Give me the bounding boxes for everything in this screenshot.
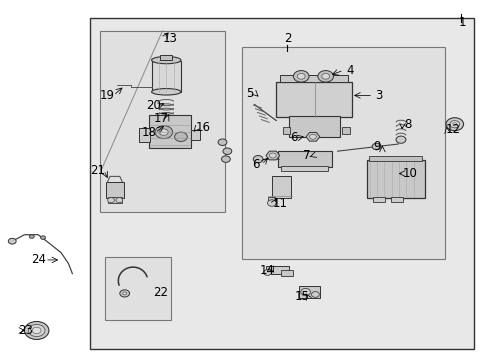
Bar: [279, 75, 347, 82]
Circle shape: [253, 156, 263, 163]
Bar: [139, 128, 150, 142]
Text: 21: 21: [90, 164, 105, 177]
Bar: [267, 197, 275, 202]
Circle shape: [107, 198, 114, 203]
Circle shape: [32, 327, 41, 334]
Bar: [342, 127, 349, 134]
Circle shape: [311, 292, 319, 297]
Text: 14: 14: [259, 264, 274, 277]
Circle shape: [24, 321, 49, 339]
Circle shape: [223, 148, 231, 154]
Bar: [299, 286, 319, 298]
Text: 9: 9: [372, 140, 380, 153]
Bar: [288, 116, 339, 137]
Text: 2: 2: [283, 32, 291, 45]
Bar: [372, 197, 384, 202]
Bar: [368, 156, 421, 161]
Polygon shape: [305, 132, 319, 141]
Circle shape: [395, 136, 405, 143]
Bar: [105, 182, 124, 198]
Text: 6: 6: [251, 158, 259, 171]
Polygon shape: [265, 151, 279, 160]
Bar: [366, 160, 425, 198]
Text: 1: 1: [457, 16, 465, 29]
Bar: [242, 47, 444, 259]
Circle shape: [321, 73, 329, 79]
Circle shape: [309, 134, 316, 139]
Bar: [277, 151, 331, 167]
Circle shape: [452, 123, 456, 126]
Ellipse shape: [151, 89, 181, 95]
Bar: [265, 266, 289, 274]
Circle shape: [28, 324, 45, 337]
Circle shape: [122, 292, 126, 295]
Text: 22: 22: [153, 286, 167, 299]
Bar: [276, 82, 351, 117]
Text: 6: 6: [289, 131, 297, 144]
Circle shape: [317, 71, 333, 82]
Bar: [160, 55, 172, 60]
Text: 11: 11: [272, 197, 286, 210]
Circle shape: [300, 288, 310, 296]
Circle shape: [263, 270, 271, 275]
Circle shape: [41, 236, 45, 239]
Circle shape: [445, 118, 463, 131]
Text: 19: 19: [100, 89, 115, 102]
Bar: [100, 31, 224, 212]
Bar: [105, 257, 171, 320]
Bar: [281, 166, 327, 171]
Circle shape: [297, 73, 305, 79]
Bar: [107, 197, 122, 203]
Text: 3: 3: [374, 89, 382, 102]
Text: 4: 4: [345, 64, 353, 77]
Text: 5: 5: [245, 87, 253, 100]
Bar: [149, 115, 190, 148]
Text: 23: 23: [19, 324, 33, 337]
Circle shape: [371, 143, 380, 150]
Bar: [281, 270, 293, 276]
Text: 10: 10: [402, 167, 416, 180]
Text: 7: 7: [302, 149, 310, 162]
Circle shape: [293, 71, 308, 82]
Text: 24: 24: [32, 253, 46, 266]
Circle shape: [29, 235, 34, 238]
Circle shape: [155, 126, 172, 139]
Text: 20: 20: [146, 99, 161, 112]
Text: 16: 16: [195, 121, 210, 134]
Text: 18: 18: [142, 126, 156, 139]
Bar: [390, 197, 403, 202]
Bar: [282, 127, 289, 134]
Bar: [271, 176, 291, 198]
Circle shape: [116, 198, 122, 203]
Text: 15: 15: [294, 290, 308, 303]
Circle shape: [174, 132, 187, 141]
Circle shape: [218, 139, 226, 145]
Bar: [190, 130, 199, 140]
Bar: [90, 18, 473, 349]
Text: 12: 12: [445, 123, 459, 136]
Ellipse shape: [151, 57, 181, 64]
Circle shape: [159, 129, 168, 135]
Circle shape: [8, 238, 16, 244]
Circle shape: [449, 121, 459, 128]
Text: 8: 8: [404, 118, 411, 131]
Text: 13: 13: [163, 32, 177, 45]
Circle shape: [269, 153, 276, 158]
Bar: [151, 61, 181, 92]
Circle shape: [267, 200, 276, 206]
Circle shape: [120, 290, 129, 297]
Text: 17: 17: [154, 112, 168, 125]
Circle shape: [221, 156, 230, 162]
